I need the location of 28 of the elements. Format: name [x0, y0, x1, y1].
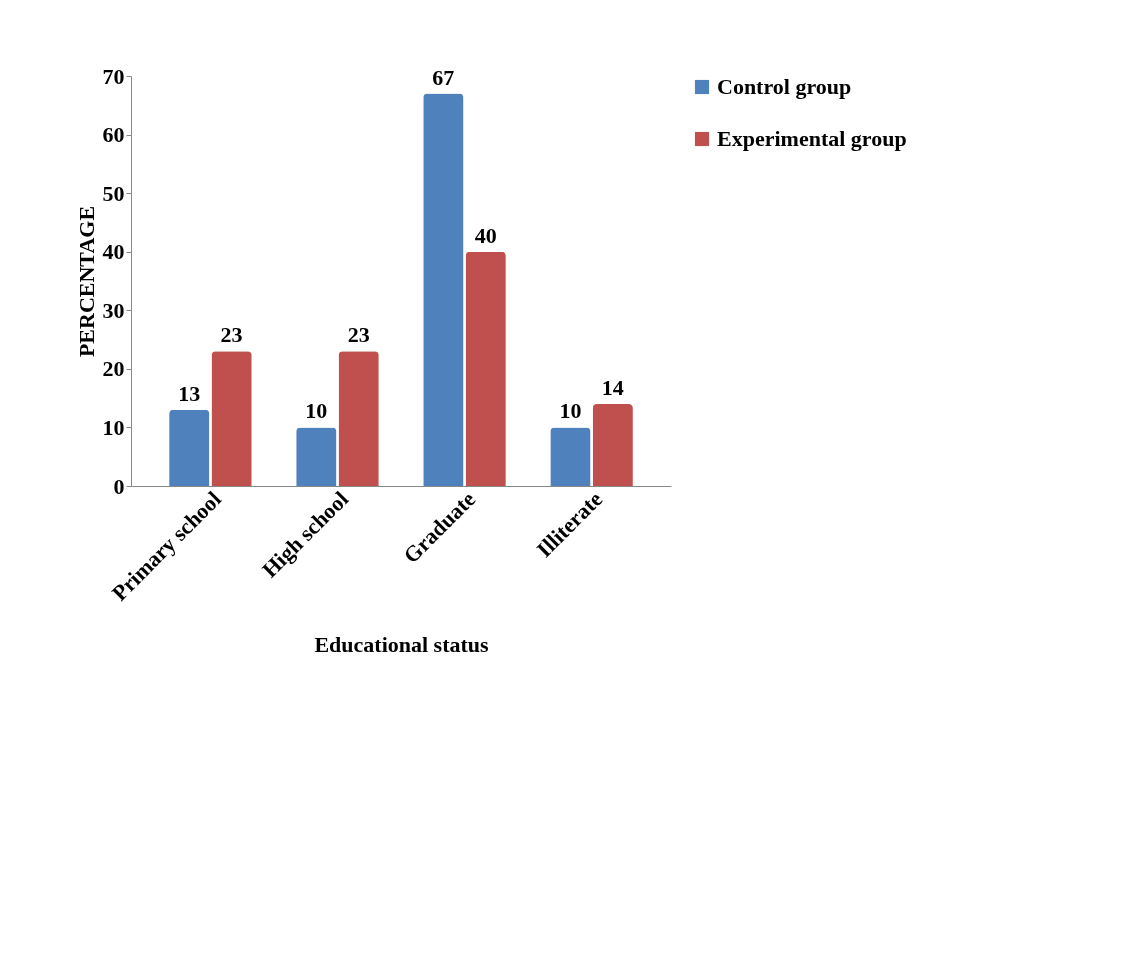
y-tick-label: 60 [102, 122, 125, 148]
y-tick-label: 20 [102, 356, 125, 382]
data-label: 23 [220, 322, 243, 348]
data-label: 14 [601, 375, 624, 400]
bar [338, 351, 379, 486]
bar [465, 251, 506, 486]
data-label: 10 [559, 398, 582, 424]
y-axis-title: PERCENTAGE [73, 205, 99, 358]
bar [296, 427, 337, 486]
x-axis-title: Educational status [314, 631, 490, 657]
data-label: 23 [347, 322, 370, 348]
y-tick-label: 0 [113, 473, 125, 499]
y-tick-label: 10 [102, 414, 125, 440]
data-label: 67 [432, 64, 455, 90]
data-label: 40 [474, 222, 497, 248]
data-label: 10 [305, 398, 328, 424]
bar [423, 93, 464, 486]
bar [169, 409, 210, 486]
data-label: 13 [178, 380, 201, 406]
legend-label: Experimental group [717, 126, 907, 151]
y-tick-label: 50 [102, 180, 125, 206]
bar [592, 404, 633, 486]
y-tick-label: 30 [102, 297, 125, 323]
bar [550, 427, 591, 486]
y-tick-label: 40 [102, 239, 125, 265]
legend-label: Control group [717, 74, 852, 99]
y-tick-label: 70 [102, 63, 125, 89]
bar [211, 351, 252, 486]
